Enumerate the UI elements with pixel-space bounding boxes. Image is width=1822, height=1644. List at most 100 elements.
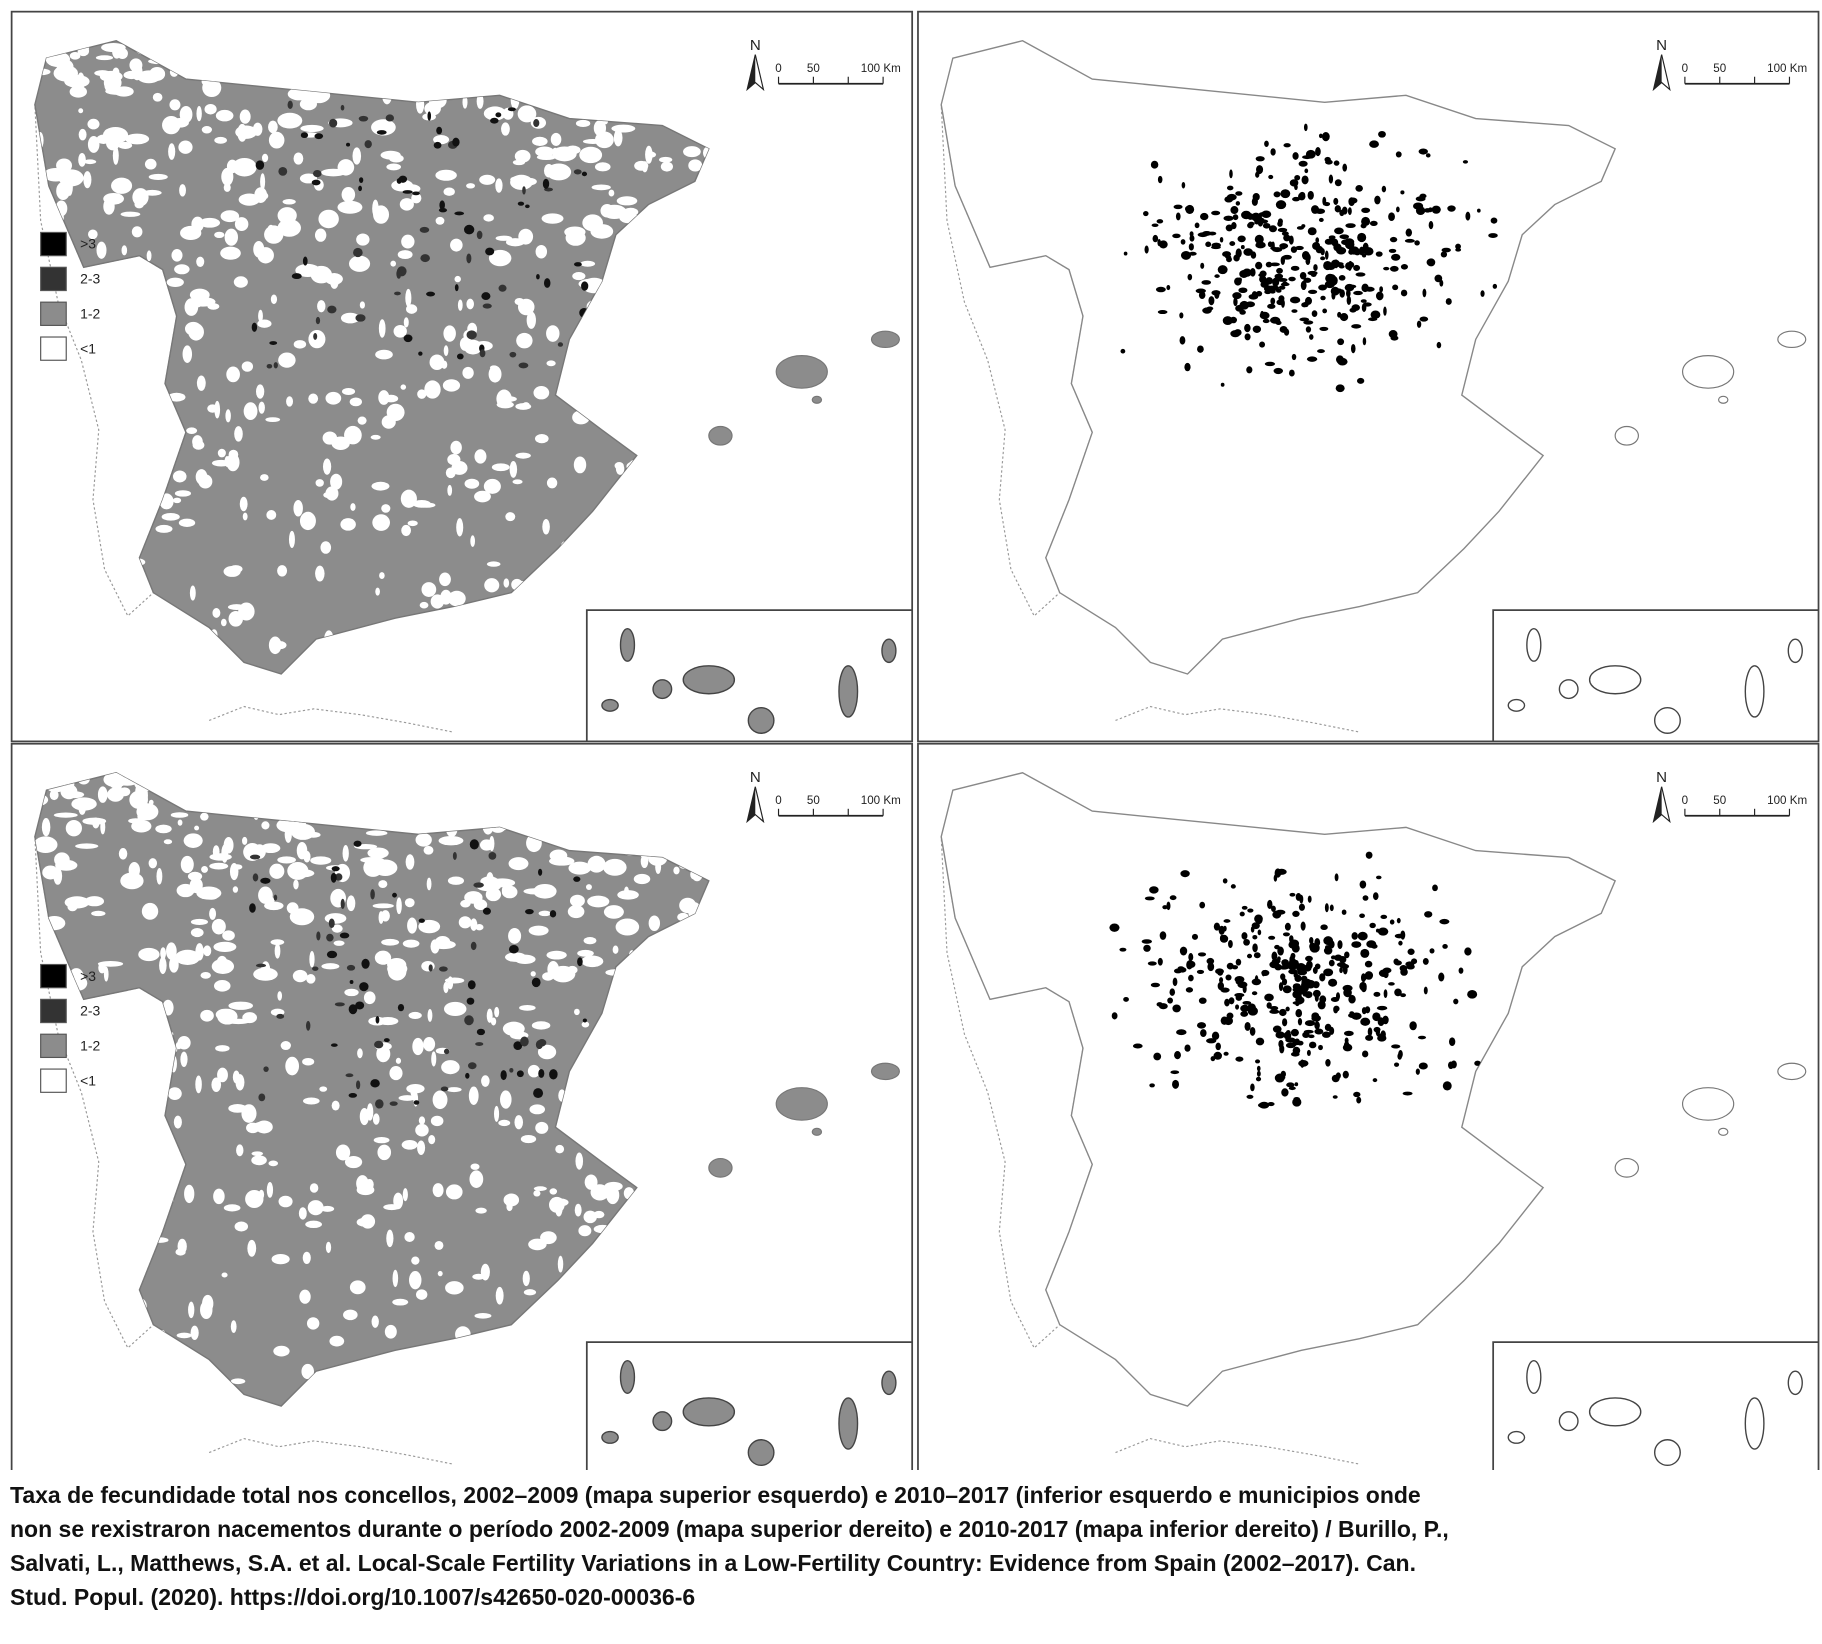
spot [1247,1003,1256,1013]
spot [273,1345,290,1357]
spot [166,277,184,287]
spot [293,340,307,349]
north-arrow-half [1653,786,1662,822]
spot [363,991,376,1005]
spot [496,389,512,409]
spot [1260,281,1269,288]
spot [1309,334,1314,340]
spot [1311,1012,1320,1020]
spot [353,247,363,258]
spot [1364,1006,1371,1014]
spot [394,291,401,296]
spot [257,247,274,264]
spot [1394,1062,1400,1067]
spot [1365,1034,1374,1041]
spot [237,123,247,142]
spot [1362,1050,1369,1058]
legend-swatch [40,963,67,989]
spot [378,390,390,405]
spot [1268,935,1276,940]
spot [348,1004,358,1015]
spot [1303,123,1308,132]
spot [1315,237,1320,244]
spot [495,112,502,118]
spot [330,473,343,490]
spot [1439,279,1444,287]
spot [1324,280,1335,289]
spot [546,325,560,342]
island [652,679,673,700]
spot [92,817,100,829]
spot [573,262,582,267]
spot [1318,1044,1323,1051]
spot [1322,308,1328,314]
spot [1226,185,1234,191]
spot [1208,296,1215,306]
spot [104,127,124,135]
spot [214,136,227,144]
spot [1180,250,1192,260]
municipality-spots [1109,851,1481,1109]
spot [1375,251,1383,257]
spot [83,159,97,165]
spot [104,78,113,92]
spot [1267,1101,1275,1107]
spot [260,877,271,884]
spot [1150,982,1160,988]
spot [581,171,588,177]
spot [203,945,212,957]
north-label: N [750,769,761,786]
spot [1231,965,1239,970]
spot [1371,943,1378,949]
spot [573,456,587,474]
spot [1275,320,1282,325]
spot [1235,958,1242,966]
spot [442,379,461,392]
spot [1357,931,1368,941]
spot [1283,328,1290,336]
spot [1188,974,1194,982]
spot [402,190,413,194]
island [1558,679,1579,700]
spot [344,988,359,997]
spot [1188,953,1194,962]
spot [164,1001,172,1007]
spot [567,905,585,919]
spot [307,1200,324,1216]
spot [1264,140,1269,147]
spot [211,918,226,935]
spot [1255,1037,1265,1046]
spot [408,1011,422,1020]
spot [174,264,190,275]
spot [1280,189,1291,199]
spot [1172,1004,1181,1013]
spot [190,918,209,926]
spot [1313,264,1318,271]
spot [500,1090,512,1109]
scale-label: 50 [807,794,820,807]
spot [445,1184,463,1200]
spot [1300,921,1306,931]
spot [1363,247,1374,256]
spot [1314,1021,1320,1030]
spot [266,1182,274,1198]
spot [1267,899,1273,910]
spot [1174,1050,1181,1060]
spot [427,1009,433,1022]
spot [1377,927,1389,936]
spot [479,839,494,851]
north-arrow-half [1653,54,1662,90]
spot [603,905,624,919]
spot [117,141,133,149]
spot [83,171,92,189]
spot [277,856,296,864]
spot [458,916,472,929]
spot [1111,1012,1118,1020]
spot [1289,935,1294,943]
spot [1274,273,1284,280]
spot [450,440,462,455]
spot [546,477,558,489]
spot [1375,928,1380,933]
island [1787,638,1803,664]
spot [1353,290,1363,296]
